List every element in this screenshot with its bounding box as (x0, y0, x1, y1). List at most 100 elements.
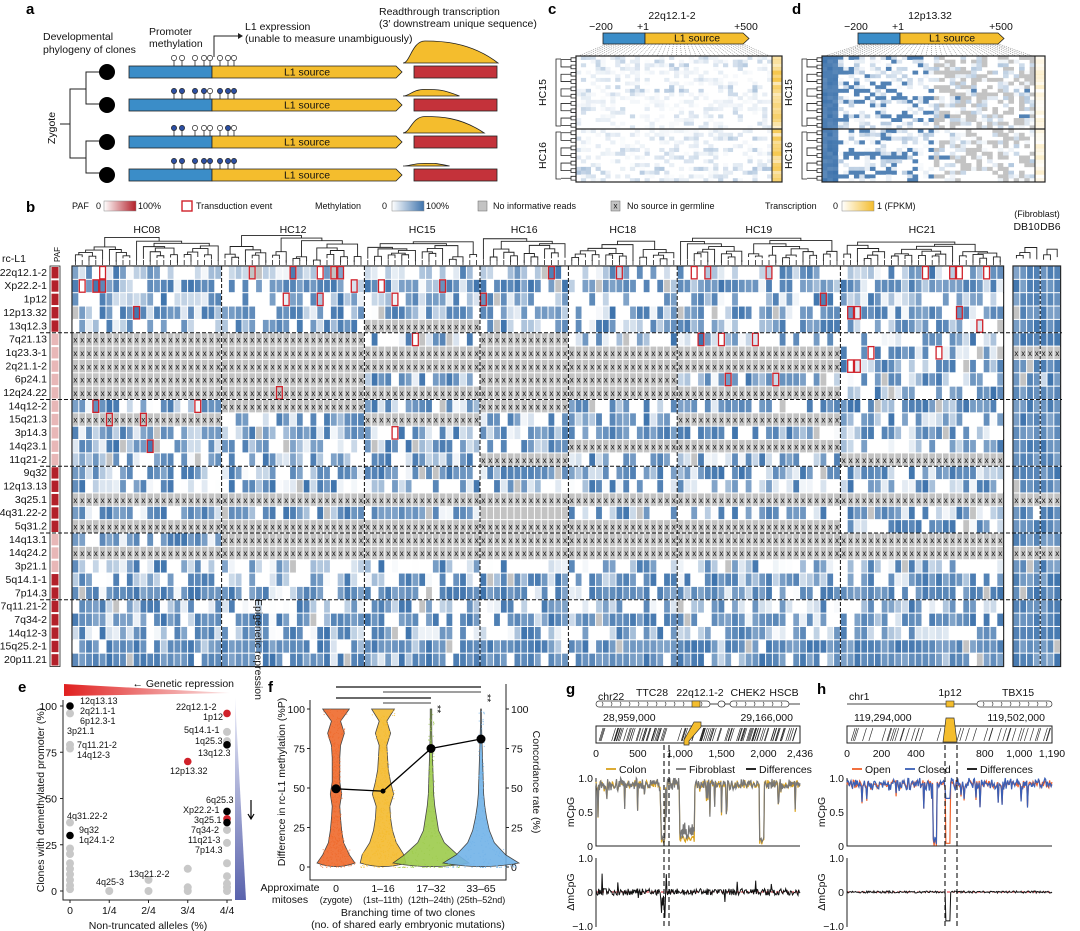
no-source-cell (711, 440, 718, 453)
clone-0-l1 (211, 65, 403, 79)
no-source-glyph: x (835, 496, 839, 505)
no-source-cell (188, 386, 194, 399)
no-source-cell (602, 359, 609, 373)
no-source-glyph: x (781, 442, 785, 451)
methylation-cell (874, 520, 881, 533)
methylation-cell (820, 586, 827, 600)
unmethylated-cpg-icon (201, 125, 207, 131)
no-source-cell (160, 413, 167, 426)
no-source-glyph: x (135, 416, 139, 425)
paf-cell (51, 307, 59, 319)
no-source-glyph: x (522, 496, 526, 505)
row-label-4q31.22-2: 4q31.22-2 (0, 507, 47, 519)
methylation-cell (677, 293, 684, 306)
methylation-cell (86, 319, 92, 333)
no-source-cell (555, 453, 562, 466)
no-source-cell (698, 493, 704, 506)
no-reads-cell (432, 466, 439, 480)
methylation-cell (725, 453, 732, 466)
no-source-glyph: x (944, 536, 948, 545)
no-source-glyph: x (978, 456, 982, 465)
no-source-glyph: x (141, 336, 145, 345)
no-source-cell (575, 440, 582, 453)
methylation-cell (582, 266, 589, 279)
methylation-cell (392, 506, 398, 520)
methylation-cell (1040, 466, 1047, 480)
no-source-cell (568, 493, 575, 506)
no-source-cell (548, 346, 555, 359)
no-source-glyph: x (420, 416, 424, 425)
no-source-glyph: x (543, 362, 547, 371)
methylation-cell (453, 453, 460, 466)
methylation-cell (262, 560, 269, 573)
methylation-cell (970, 426, 976, 440)
methylation-cell (419, 586, 426, 600)
no-source-cell (453, 413, 460, 426)
no-source-glyph: x (277, 376, 281, 385)
methylation-cell (439, 266, 446, 279)
methylation-cell (460, 573, 466, 586)
methylation-cell (140, 533, 147, 546)
no-source-glyph: x (495, 376, 499, 385)
no-source-glyph: x (679, 349, 683, 358)
no-source-cell (405, 386, 412, 399)
no-source-glyph: x (196, 362, 200, 371)
methylation-cell (698, 333, 704, 346)
methylation-cell (704, 586, 711, 600)
methylated-cpg-icon (231, 88, 237, 94)
no-source-glyph: x (679, 442, 683, 451)
no-source-cell (364, 413, 371, 426)
methylation-cell (419, 306, 426, 319)
no-source-glyph: x (910, 496, 914, 505)
no-source-glyph: x (624, 349, 628, 358)
no-source-cell (412, 359, 419, 373)
methylation-cell (378, 373, 385, 386)
methylation-cell (324, 266, 330, 279)
no-source-glyph: x (427, 322, 431, 331)
no-source-glyph: x (87, 549, 91, 558)
no-source-cell (120, 359, 126, 373)
methylation-cell (766, 279, 772, 293)
methylation-cell (439, 506, 446, 520)
no-source-glyph: x (311, 376, 315, 385)
methylation-cell (398, 373, 405, 386)
methylation-cell (616, 560, 623, 573)
methylation-cell (290, 293, 296, 306)
legend-meth-max: 100% (426, 201, 449, 211)
no-source-cell (636, 346, 643, 359)
methylation-cell (507, 413, 514, 426)
methylation-cell (929, 573, 936, 586)
methylation-cell (650, 279, 657, 293)
methylation-cell (847, 279, 854, 293)
no-source-cell (670, 386, 677, 399)
methylation-cell (154, 453, 160, 466)
no-source-glyph: x (386, 523, 390, 532)
methylation-cell (698, 266, 704, 279)
methylation-cell (936, 306, 942, 319)
methylation-cell (344, 279, 351, 293)
methylation-cell (902, 506, 908, 520)
methylation-cell (929, 426, 936, 440)
methylation-cell (800, 306, 806, 319)
no-source-cell (215, 359, 222, 373)
methylation-cell (963, 346, 970, 359)
no-source-glyph: x (998, 536, 1002, 545)
methylation-cell (228, 560, 235, 573)
methylation-cell (324, 306, 330, 319)
no-source-glyph: x (257, 523, 261, 532)
no-source-cell (188, 373, 194, 386)
methylation-cell (487, 560, 494, 573)
methylation-cell (725, 573, 732, 586)
methylation-cell (344, 426, 351, 440)
methylation-cell (160, 426, 167, 440)
methylation-cell (1054, 533, 1061, 546)
no-source-glyph: x (529, 362, 533, 371)
transduction-event-box (935, 345, 943, 360)
methylation-cell (1033, 480, 1040, 493)
methylation-cell (1020, 400, 1027, 413)
methylation-cell (759, 480, 766, 493)
methylation-cell (528, 466, 534, 480)
methylation-cell (99, 506, 106, 520)
methylation-cell (970, 573, 976, 586)
methylation-cell (419, 480, 426, 493)
